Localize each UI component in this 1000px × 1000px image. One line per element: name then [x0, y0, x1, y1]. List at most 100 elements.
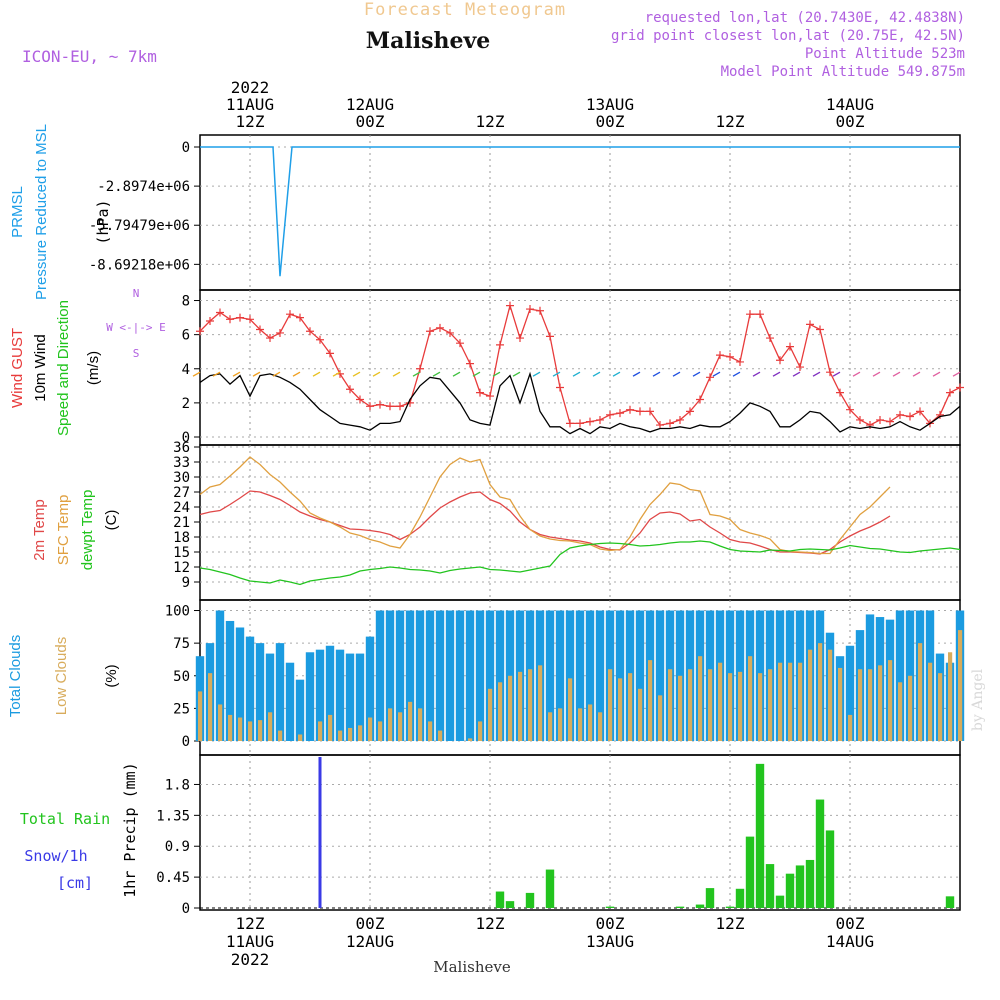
low-cloud-bar [518, 671, 523, 741]
gust-point [236, 313, 244, 322]
rain-bar [695, 904, 705, 908]
y-tick-label: -2.8974e+06 [97, 179, 190, 195]
y-tick-label: 1.35 [156, 808, 190, 824]
wind-direction-arrow [872, 371, 881, 377]
y-tick-label: 6 [182, 328, 190, 344]
gust-point [706, 373, 714, 382]
total-cloud-bar [595, 610, 605, 741]
gust-point [566, 419, 574, 428]
low-cloud-bar [478, 721, 483, 741]
gust-point [826, 368, 834, 377]
gust-point [576, 419, 584, 428]
wind-direction-arrow [792, 371, 801, 377]
gust-point [366, 402, 374, 411]
total-cloud-bar [235, 627, 245, 741]
rain-bar [795, 865, 805, 908]
wind-direction-arrow [952, 371, 961, 377]
total-cloud-bar [495, 610, 505, 741]
time-label-bottom: 00Z [836, 914, 865, 933]
gust-point [586, 417, 594, 426]
rain-bar [735, 888, 745, 908]
low-cloud-bar [358, 725, 363, 741]
time-label-bottom: 00Z [356, 914, 385, 933]
gust-point [286, 310, 294, 319]
wind-direction-arrow [592, 371, 601, 377]
gust-point [476, 388, 484, 397]
pressure-panel: 0 -2.8974e+06 -5.79479e+06 -8.69218e+06 (hPa… [89, 134, 961, 291]
low-cloud-bar [758, 673, 763, 741]
gust-point [946, 388, 954, 397]
gust-point [756, 310, 764, 319]
y-tick-label: 27 [173, 485, 190, 501]
total-cloud-bar [285, 662, 295, 741]
total-cloud-bar [615, 610, 625, 741]
compass-north: N [133, 287, 140, 300]
compass-south: S [133, 347, 140, 360]
time-label-bottom: 00Z [596, 914, 625, 933]
pressure-line [200, 146, 960, 277]
total-cloud-bar [395, 610, 405, 741]
total-cloud-bar [345, 653, 355, 741]
gust-point [256, 325, 264, 334]
y-tick-label: 24 [173, 500, 190, 516]
gust-point [376, 400, 384, 409]
footer-location: Malisheve [433, 958, 511, 976]
total-cloud-bar [375, 610, 385, 741]
panel-frame [199, 134, 961, 291]
pressure-unit: (hPa) [94, 199, 112, 244]
time-label-top: 12Z [476, 112, 505, 131]
low-cloud-bar [598, 712, 603, 741]
gust-point [856, 415, 864, 424]
low-cloud-bar [368, 717, 373, 741]
low-cloud-bar [198, 691, 203, 741]
gust-point [416, 364, 424, 373]
total-cloud-bar [215, 610, 225, 741]
total-cloud-bar [585, 610, 595, 741]
low-cloud-bar [818, 643, 823, 741]
wind-direction-arrow [912, 371, 921, 377]
gust-point [776, 356, 784, 365]
rain-bar [825, 830, 835, 908]
gust-point [696, 395, 704, 404]
total-cloud-bar [895, 610, 905, 741]
low-cloud-bar [558, 708, 563, 741]
rain-bar [755, 763, 765, 908]
pressure-label-desc: Pressure Reduced to MSL [33, 124, 50, 300]
total-cloud-bar [255, 643, 265, 741]
y-tick-label: 12 [173, 560, 190, 576]
rain-bar [765, 864, 775, 908]
wind-direction-arrow [352, 371, 361, 377]
gust-point [956, 383, 964, 392]
gust-point [556, 383, 564, 392]
compass-west-east: W <-|-> E [106, 321, 166, 334]
low-cloud-bar [548, 712, 553, 741]
y-tick-label: 0 [182, 901, 190, 917]
time-label-top: 00Z [356, 112, 385, 131]
credit-watermark: by Angel [970, 668, 986, 731]
gust-point [716, 351, 724, 360]
wind-direction-arrow [552, 371, 561, 377]
gust-point [666, 419, 674, 428]
low-cloud-bar [958, 630, 963, 741]
gust-point [726, 352, 734, 361]
low-cloud-bar [838, 667, 843, 741]
low-cloud-bar [638, 688, 643, 741]
total-cloud-bar [265, 653, 275, 741]
wind-direction-arrow [372, 371, 381, 377]
low-cloud-bar [468, 738, 473, 741]
gust-point [786, 342, 794, 351]
gust-point [656, 421, 664, 430]
total-cloud-bar [325, 645, 335, 741]
gust-point [676, 415, 684, 424]
gust-point [906, 412, 914, 421]
panel-frame [199, 754, 961, 911]
y-tick-label: 9 [182, 575, 190, 591]
gust-point [616, 409, 624, 418]
time-label-bottom: 2022 [231, 950, 270, 969]
gust-point [846, 405, 854, 414]
gust-point [546, 332, 554, 341]
low-cloud-bar [888, 660, 893, 741]
y-tick-label: 8 [182, 294, 190, 310]
wind-direction-arrow [472, 371, 481, 377]
